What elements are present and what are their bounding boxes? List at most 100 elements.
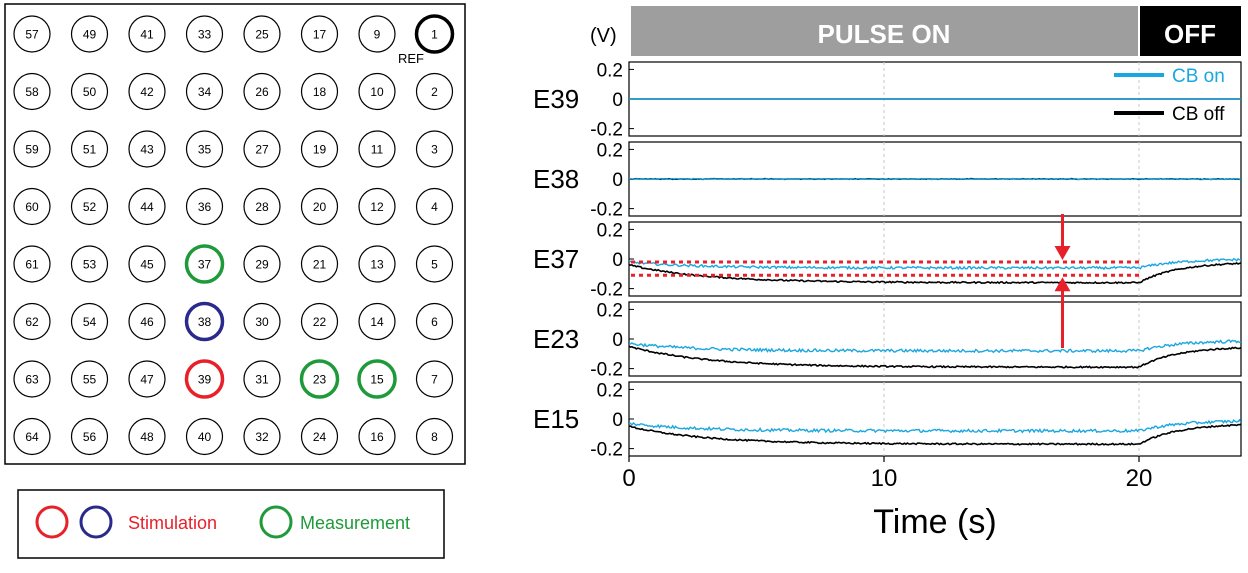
phase-bar-pulse-on <box>631 6 1138 56</box>
electrode-56 <box>70 417 109 456</box>
x-tick-label: 10 <box>871 465 898 492</box>
panel-label-e38: E38 <box>533 164 579 194</box>
electrode-label-52: 52 <box>83 200 97 214</box>
electrode-label-19: 19 <box>313 143 327 157</box>
electrode-label-14: 14 <box>370 315 384 329</box>
annotation-arrow-down-head <box>1054 245 1071 260</box>
unit-label: (V) <box>590 25 617 47</box>
electrode-label-28: 28 <box>255 200 269 214</box>
trace-panels: 0.2 0 -0.2 E39 0.2 0 -0.2 E38 0.2 0 -0.2 E37 0.2 0 -0.… <box>533 60 1242 461</box>
electrode-label-45: 45 <box>140 258 154 272</box>
electrode-label-2: 2 <box>431 85 438 99</box>
panel-e38: 0.2 0 -0.2 E38 <box>533 140 1242 221</box>
legend-measurement-marker <box>259 505 293 539</box>
electrode-4 <box>415 187 454 226</box>
electrode-label-9: 9 <box>374 28 381 42</box>
electrode-label-27: 27 <box>255 143 269 157</box>
electrode-label-57: 57 <box>25 28 39 42</box>
panel-e39: 0.2 0 -0.2 E39 <box>533 60 1242 141</box>
electrode-18 <box>300 72 339 111</box>
electrode-label-56: 56 <box>83 430 97 444</box>
electrode-16 <box>358 417 396 456</box>
electrode-label-4: 4 <box>431 200 438 214</box>
electrode-36 <box>185 187 224 226</box>
x-tick-label: 0 <box>622 465 635 492</box>
legend-stim-red-marker <box>35 505 69 539</box>
y-tick-label: 0 <box>612 170 623 191</box>
electrode-7 <box>415 360 454 398</box>
phase-label-pulse-on: PULSE ON <box>818 19 951 49</box>
electrode-label-1: 1 <box>431 28 438 42</box>
electrode-label-59: 59 <box>25 143 39 157</box>
trace-cb-on-e15 <box>629 418 1241 434</box>
chart-legend: CB on CB off <box>1114 66 1225 125</box>
electrode-54 <box>70 302 109 341</box>
electrode-label-35: 35 <box>198 143 212 157</box>
trace-cb-on-e23 <box>629 339 1241 354</box>
panel-frame-e37 <box>628 221 1242 297</box>
phase-bar-off <box>1140 6 1241 56</box>
y-tick-label: 0.2 <box>597 60 623 81</box>
electrode-14 <box>358 302 396 341</box>
electrode-38 <box>184 301 225 342</box>
y-tick-label: 0.2 <box>597 300 623 321</box>
electrode-37 <box>184 244 225 284</box>
electrode-label-64: 64 <box>25 430 39 444</box>
electrode-label-16: 16 <box>370 430 384 444</box>
electrode-22 <box>300 302 339 341</box>
electrode-label-8: 8 <box>431 430 438 444</box>
electrode-label-39: 39 <box>198 373 212 387</box>
electrode-28 <box>243 187 281 226</box>
legend-measurement-label: Measurement <box>300 513 410 533</box>
panel-label-e23: E23 <box>533 324 579 354</box>
legend-label-cb-on: CB on <box>1172 66 1225 87</box>
electrode-26 <box>243 72 281 111</box>
legend-stimulation-label: Stimulation <box>128 513 217 533</box>
electrode-grid: 57 49 41 33 25 17 9 158 50 42 34 26 18 10 259 51 43 35 27 1… <box>13 14 455 456</box>
electrode-44 <box>128 187 166 226</box>
electrode-63 <box>13 360 51 398</box>
legend-box: Stimulation Measurement <box>17 489 445 559</box>
electrode-53 <box>70 245 109 283</box>
electrode-label-26: 26 <box>255 85 269 99</box>
electrode-label-23: 23 <box>313 373 327 387</box>
panel-e23: 0.2 0 -0.2 E23 <box>533 300 1242 381</box>
electrode-label-41: 41 <box>140 28 154 42</box>
electrode-12 <box>358 187 396 226</box>
electrode-label-50: 50 <box>83 85 97 99</box>
electrode-60 <box>13 187 51 226</box>
electrode-label-11: 11 <box>371 143 384 157</box>
electrode-label-22: 22 <box>313 315 327 329</box>
electrode-24 <box>300 417 339 456</box>
electrode-13 <box>358 245 396 283</box>
electrode-58 <box>13 72 51 111</box>
electrode-label-48: 48 <box>140 430 154 444</box>
electrode-29 <box>243 245 281 283</box>
x-axis: 0 10 20 <box>622 456 1152 492</box>
electrode-label-33: 33 <box>198 28 212 42</box>
electrode-46 <box>128 302 166 341</box>
electrode-label-6: 6 <box>431 315 438 329</box>
y-tick-label: 0.2 <box>597 380 623 401</box>
electrode-45 <box>128 245 166 283</box>
y-tick-label: 0 <box>612 250 623 271</box>
panel-e15: 0.2 0 -0.2 E15 <box>533 380 1242 461</box>
electrode-10 <box>358 72 396 111</box>
electrode-label-21: 21 <box>313 258 327 272</box>
electrode-52 <box>70 187 109 226</box>
phase-bars: PULSE ON OFF <box>631 6 1241 56</box>
electrode-label-36: 36 <box>198 200 212 214</box>
panel-label-e15: E15 <box>533 404 579 434</box>
electrode-49 <box>70 15 109 53</box>
electrode-label-38: 38 <box>198 315 212 329</box>
electrode-label-3: 3 <box>431 143 438 157</box>
electrode-39 <box>184 359 225 399</box>
electrode-label-43: 43 <box>140 143 154 157</box>
electrode-40 <box>185 417 224 456</box>
electrode-label-55: 55 <box>83 373 97 387</box>
electrode-label-12: 12 <box>370 200 384 214</box>
electrode-27 <box>243 130 281 168</box>
y-tick-label: -0.2 <box>590 360 623 381</box>
electrode-label-40: 40 <box>198 430 212 444</box>
